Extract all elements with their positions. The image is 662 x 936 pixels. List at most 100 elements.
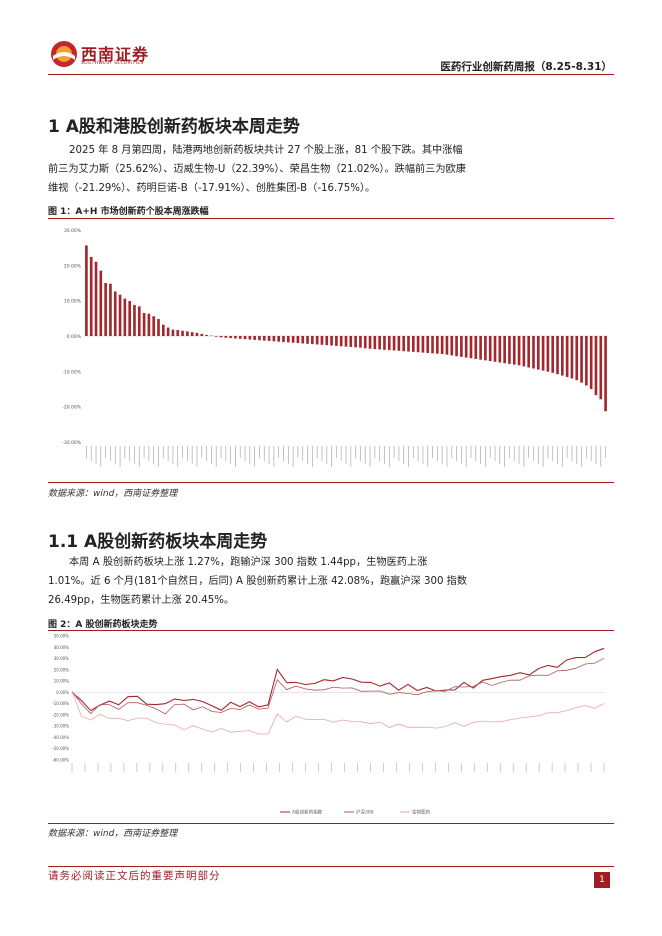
bar [484,336,487,361]
bar [258,336,261,341]
x-tick-label [370,763,371,772]
bar [272,336,276,342]
figure-2-source: 数据来源：wind，西南证券整理 [48,829,178,839]
x-tick-label [435,763,436,772]
bar [383,336,386,350]
x-tick-label [196,446,198,467]
x-tick-label [364,446,366,464]
x-tick-label [590,446,592,461]
bar [190,332,194,336]
x-tick-label [486,763,488,772]
bar [551,336,555,373]
y-tick-label: -30.00% [62,440,82,446]
x-tick-label [460,763,462,772]
x-tick-label [494,446,496,461]
x-tick-label [240,763,241,772]
x-tick-label [499,763,501,772]
figure-2-top-rule [48,630,614,631]
x-tick-label [292,763,293,772]
x-tick-label [307,446,308,464]
x-tick-label [105,446,106,458]
bar [585,336,588,386]
bar [450,336,454,356]
bar [181,330,184,336]
x-tick-label [191,446,193,464]
x-tick-label [292,446,294,467]
x-tick-label [542,446,544,467]
bar [469,336,473,359]
bar [493,336,497,362]
x-tick-label [600,446,602,467]
bar [224,336,228,338]
x-tick-label [71,763,73,772]
section-1-heading: 1 A股和港股创新药板块本周走势 [48,117,300,137]
x-tick-label [273,446,275,467]
x-tick-label [95,446,97,464]
x-tick-label [182,446,183,458]
bar [195,332,199,336]
bar [445,336,449,355]
x-tick-label [302,446,304,461]
x-tick-label [398,446,400,461]
footer-disclaimer: 请务必阅读正文后的重要声明部分 [48,870,221,882]
x-tick-label [533,446,534,461]
bar [94,261,98,336]
x-tick-label [369,446,371,467]
x-tick-label [499,446,501,464]
x-tick-label [158,446,159,467]
bar [594,336,598,396]
bar [387,336,391,351]
bar [580,336,583,383]
bar [431,336,434,354]
x-tick-label [379,446,381,461]
x-tick-label [566,446,568,458]
bar [267,336,271,341]
bar [161,324,165,336]
bar [421,336,425,353]
x-tick-label [162,446,164,458]
x-tick-label [86,446,87,458]
y-tick-label: 0.00% [56,690,69,695]
x-tick-label [148,446,150,461]
x-tick-label [331,446,332,467]
x-tick-label [162,763,164,772]
bar [306,336,309,344]
bar [517,336,521,366]
x-tick-label [266,763,267,772]
bar [262,336,266,341]
x-tick-label [408,446,409,467]
x-tick-label [100,446,102,467]
x-tick-label [110,446,111,461]
bar [589,336,593,389]
x-tick-label [603,763,605,772]
x-tick-label [263,446,265,461]
figure-2-label: 图 2：A 股创新药板块走势 [48,620,158,630]
bar [373,336,377,350]
bar [556,336,559,375]
x-tick-label [523,446,525,467]
x-tick-label [177,446,179,467]
legend-label: 生物医药 [412,809,430,816]
bar [407,336,410,352]
bar [440,336,444,355]
figure-2-line-chart: 50.00% 40.00% 30.00% 20.00% 10.00% 0.00% -10.0… [52,634,605,816]
logo-emblem-icon [51,41,77,67]
x-tick-label [393,446,395,458]
bar [335,336,338,346]
x-tick-label [465,446,467,467]
bar [426,336,430,353]
bar [311,336,314,345]
company-logo: 西南证券 SOUTHWEST SECURITIES [50,38,170,72]
series-line [71,647,605,712]
bar [200,333,204,336]
bar [128,301,131,336]
x-tick-label [119,446,121,467]
x-tick-label [557,446,558,464]
x-tick-label [357,763,358,772]
bar [315,336,319,345]
x-tick-label [595,446,597,464]
x-tick-label [254,446,256,467]
x-tick-label [383,763,384,772]
y-tick-label: 20.00% [54,667,69,672]
bar [604,336,607,412]
